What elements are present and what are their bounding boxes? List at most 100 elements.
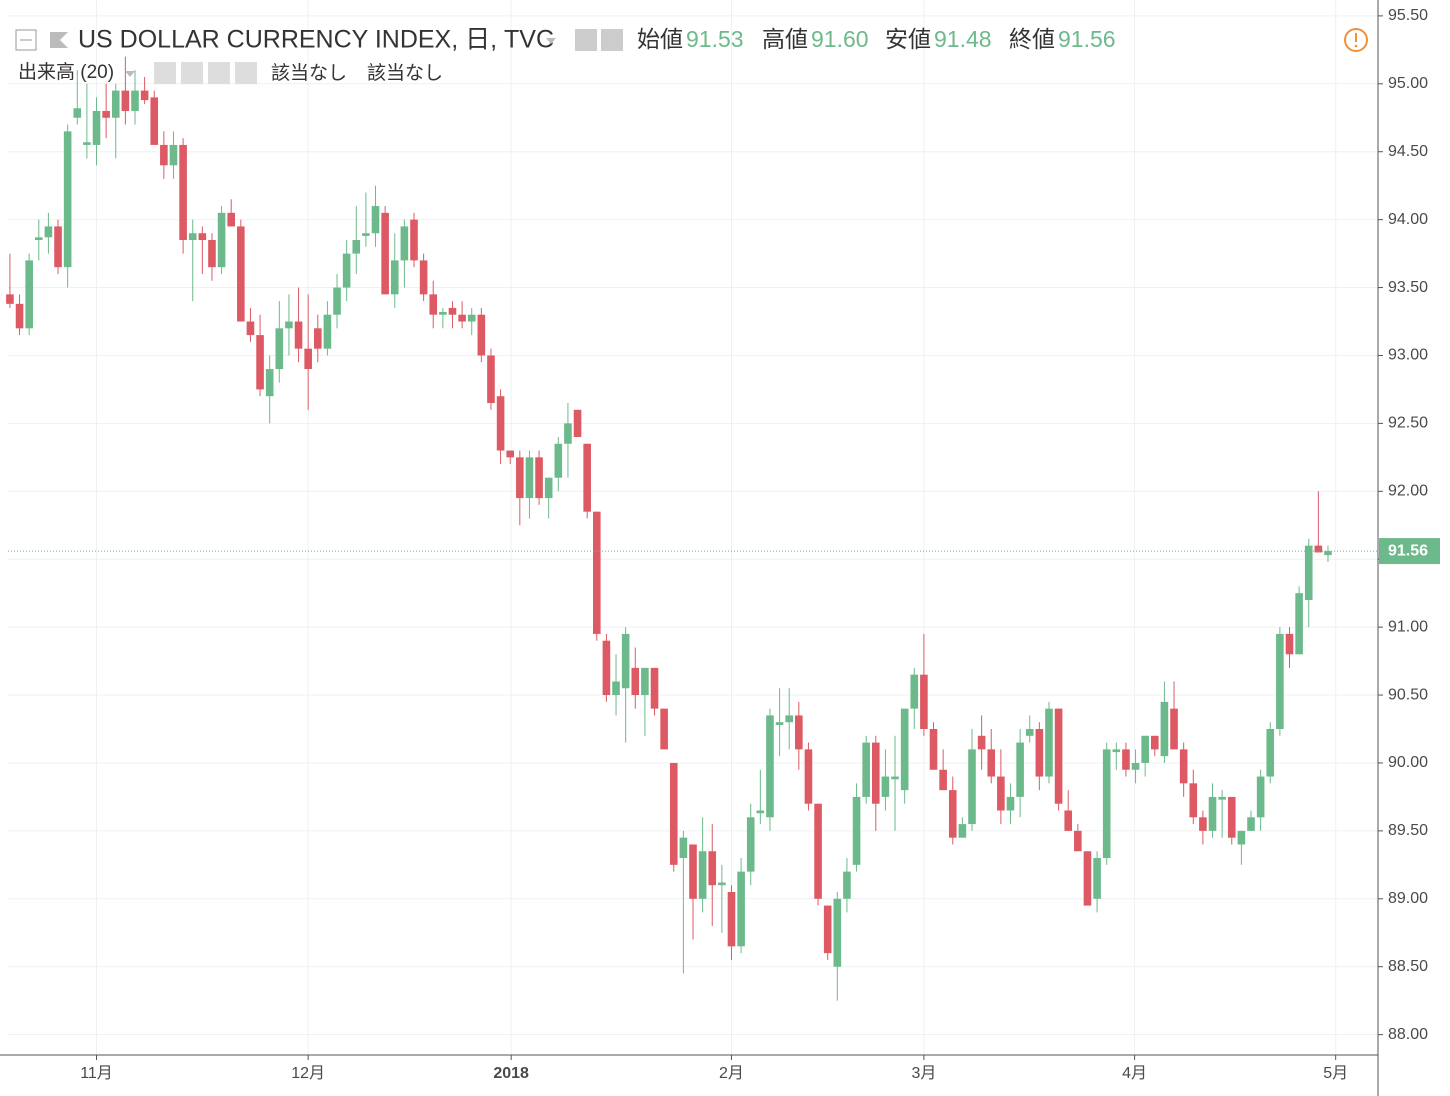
x-tick-label: 2月: [719, 1065, 744, 1082]
indicator-value: 該当なし: [367, 62, 443, 84]
candle-body: [977, 735, 986, 750]
candle-body: [525, 457, 534, 499]
candle-body: [1074, 830, 1082, 852]
settings-button[interactable]: [181, 62, 203, 84]
y-tick-label: 95.50: [1388, 7, 1428, 24]
candle-body: [294, 321, 303, 349]
candle-body: [535, 457, 543, 499]
x-tick-label: 11月: [80, 1065, 113, 1082]
ohlc-item: 始値 91.53: [637, 26, 744, 52]
dropdown-arrow[interactable]: [546, 38, 556, 44]
candle-body: [169, 144, 178, 166]
candle-body: [1006, 796, 1015, 811]
y-tick-label: 94.00: [1388, 211, 1428, 228]
candle-body: [1314, 545, 1323, 553]
candle-body: [1054, 708, 1063, 804]
ohlc-label: 安値: [885, 26, 931, 52]
ohlc-value: 91.56: [1058, 26, 1116, 52]
candle-body: [1237, 830, 1246, 845]
ohlc-label: 終値: [1009, 26, 1055, 52]
candle-body: [140, 90, 149, 101]
candle-body: [333, 287, 341, 315]
candle-body: [448, 307, 457, 315]
candle-body: [679, 837, 688, 859]
candle-body: [439, 312, 447, 315]
candle-body: [1285, 633, 1294, 655]
candle-body: [737, 871, 745, 947]
y-tick-label: 89.50: [1388, 822, 1428, 839]
candle-body: [83, 142, 91, 145]
candle-body: [400, 226, 409, 261]
y-tick-label: 93.50: [1388, 279, 1428, 296]
candle-body: [227, 212, 236, 227]
candle-body: [775, 722, 784, 725]
candle-body: [198, 233, 207, 241]
candle-body: [852, 796, 861, 865]
collapse-button[interactable]: [15, 29, 37, 51]
candle-body: [862, 742, 870, 797]
candle-body: [1208, 796, 1217, 831]
candle-body: [1112, 749, 1121, 753]
candle-body: [891, 776, 899, 780]
candle-body: [1189, 783, 1198, 818]
candle-body: [150, 97, 159, 145]
dropdown-arrow[interactable]: [125, 71, 135, 77]
candle-body: [121, 90, 130, 111]
candle-body: [804, 749, 813, 804]
candle-body: [708, 851, 717, 886]
ohlc-item: 安値 91.48: [885, 26, 992, 52]
candle-body: [669, 762, 678, 865]
candle-body: [1160, 701, 1169, 757]
candle-body: [592, 511, 601, 634]
candle-body: [689, 844, 697, 899]
candle-body: [612, 681, 620, 696]
y-tick-label: 90.50: [1388, 686, 1428, 703]
candle-body: [987, 749, 996, 777]
candle-body: [1064, 810, 1073, 831]
candle-body: [342, 253, 351, 288]
candle-body: [487, 355, 495, 404]
candle-body: [718, 882, 726, 886]
y-tick-label: 88.50: [1388, 958, 1428, 975]
candle-body: [208, 240, 216, 268]
candle-body: [920, 674, 928, 730]
x-tick-label: 5月: [1323, 1065, 1348, 1082]
candle-body: [1179, 749, 1188, 784]
candle-body: [997, 776, 1005, 811]
visibility-button[interactable]: [154, 62, 176, 84]
add-button[interactable]: [208, 62, 230, 84]
candle-body: [621, 633, 630, 689]
candle-body: [285, 321, 293, 329]
candle-body: [1199, 817, 1207, 831]
remove-button[interactable]: [235, 62, 257, 84]
candle-body: [323, 314, 332, 349]
alert-icon[interactable]: [1344, 28, 1368, 52]
settings-button[interactable]: [601, 29, 623, 51]
candle-body: [573, 409, 582, 437]
y-tick-label: 89.00: [1388, 890, 1428, 907]
y-tick-label: 95.00: [1388, 75, 1428, 92]
candle-body: [1102, 749, 1111, 859]
candle-body: [44, 226, 53, 238]
candle-body: [1218, 796, 1226, 800]
candle-body: [554, 443, 563, 478]
candle-body: [15, 303, 24, 329]
candle-body: [1295, 593, 1303, 655]
candle-body: [602, 640, 611, 696]
x-tick-label: 2018: [493, 1065, 529, 1082]
candle-body: [948, 790, 957, 838]
candle-body: [968, 749, 976, 825]
candle-body: [1025, 729, 1034, 736]
candle-body: [102, 110, 110, 118]
candle-body: [275, 328, 284, 370]
candle-body: [544, 477, 553, 499]
x-tick-label: 3月: [911, 1065, 936, 1082]
candle-body: [160, 144, 168, 166]
candle-body: [63, 131, 72, 268]
candle-body: [871, 742, 880, 804]
candle-body: [795, 715, 803, 750]
visibility-button[interactable]: [575, 29, 597, 51]
candle-body: [1122, 749, 1130, 770]
candle-body: [929, 729, 938, 770]
